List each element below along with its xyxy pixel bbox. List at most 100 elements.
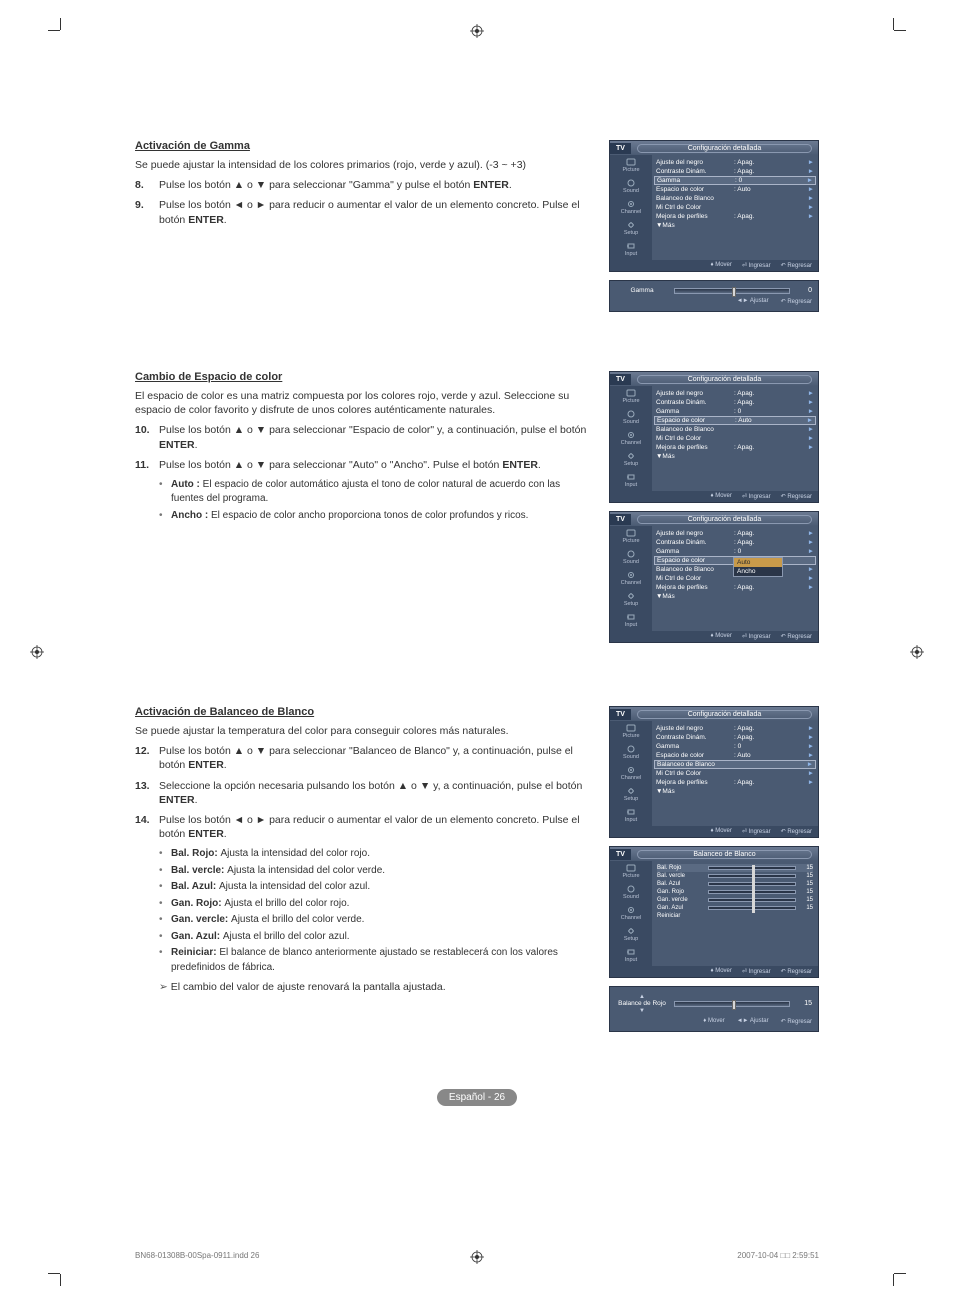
- menu-item[interactable]: Mi Ctrl de Color►: [656, 434, 814, 443]
- footer-enter: ⏎ Ingresar: [742, 262, 771, 269]
- sidebar-item-input[interactable]: Input: [610, 610, 652, 631]
- menu-item[interactable]: Balanceo de Blanco►: [656, 425, 814, 434]
- dropdown-option[interactable]: Ancho: [734, 567, 782, 576]
- menu-item[interactable]: Gamma: 0►: [656, 407, 814, 416]
- tv-label: TV: [610, 374, 631, 385]
- step-item: 11.Pulse los botón ▲ o ▼ para selecciona…: [135, 458, 594, 472]
- menu-item[interactable]: Gamma: 0►: [654, 176, 816, 185]
- menu-item[interactable]: Balanceo de Blanco►: [656, 194, 814, 203]
- sidebar-item-channel[interactable]: Channel: [610, 428, 652, 449]
- wb-thumb[interactable]: [752, 905, 755, 913]
- wb-track[interactable]: [708, 874, 796, 878]
- note-item: •Gan. vercle: Ajusta el brillo del color…: [159, 913, 594, 928]
- sound-icon: [626, 885, 636, 893]
- menu-item[interactable]: Contraste Dinám.: Apag.►: [656, 733, 814, 742]
- sidebar-item-input[interactable]: Input: [610, 470, 652, 491]
- wb-slider-row[interactable]: Bal. Rojo15: [657, 864, 813, 872]
- sound-icon: [626, 550, 636, 558]
- section-intro: Se puede ajustar la intensidad de los co…: [135, 158, 594, 172]
- menu-item[interactable]: Mejora de perfiles: Apag.►: [656, 583, 814, 592]
- menu-item[interactable]: Ajuste del negro: Apag.►: [656, 724, 814, 733]
- sidebar-item-sound[interactable]: Sound: [610, 176, 652, 197]
- wb-thumb[interactable]: [752, 889, 755, 897]
- wb-thumb[interactable]: [752, 865, 755, 873]
- dropdown-option[interactable]: Auto: [734, 558, 782, 567]
- sidebar-item-channel[interactable]: Channel: [610, 903, 652, 924]
- menu-item[interactable]: Gamma: 0►: [656, 742, 814, 751]
- sidebar-item-picture[interactable]: Picture: [610, 155, 652, 176]
- menu-item[interactable]: Ajuste del negro: Apag.►: [656, 529, 814, 538]
- section-colorspace: Cambio de Espacio de color El espacio de…: [135, 371, 819, 651]
- sidebar-item-picture[interactable]: Picture: [610, 526, 652, 547]
- menu-item[interactable]: Mejora de perfiles: Apag.►: [656, 778, 814, 787]
- tv-label: TV: [610, 849, 631, 860]
- menu-item[interactable]: ▼Más: [656, 787, 814, 796]
- wb-slider-row[interactable]: Gan. Rojo15: [657, 888, 813, 896]
- menu-item[interactable]: Mejora de perfiles: Apag.►: [656, 212, 814, 221]
- menu-item[interactable]: ▼Más: [656, 592, 814, 601]
- slider-track[interactable]: [674, 1001, 790, 1007]
- sidebar-item-picture[interactable]: Picture: [610, 386, 652, 407]
- menu-item[interactable]: Mi Ctrl de Color►: [656, 769, 814, 778]
- sidebar-item-setup[interactable]: Setup: [610, 449, 652, 470]
- sidebar-item-setup[interactable]: Setup: [610, 924, 652, 945]
- menu-item[interactable]: Contraste Dinám.: Apag.►: [656, 398, 814, 407]
- menu-item[interactable]: Ajuste del negro: Apag.►: [656, 158, 814, 167]
- wb-reset[interactable]: Reiniciar: [657, 912, 813, 920]
- wb-slider-row[interactable]: Gan. Azul15: [657, 904, 813, 912]
- sidebar-item-input[interactable]: Input: [610, 805, 652, 826]
- colorspace-dropdown[interactable]: AutoAncho: [733, 557, 783, 577]
- tv-label: TV: [610, 143, 631, 154]
- wb-slider-row[interactable]: Gan. vercle15: [657, 896, 813, 904]
- picture-icon: [626, 158, 636, 166]
- section-title: Activación de Gamma: [135, 140, 594, 152]
- sidebar-item-sound[interactable]: Sound: [610, 547, 652, 568]
- slider-thumb[interactable]: [732, 287, 736, 297]
- wb-track[interactable]: [708, 890, 796, 894]
- menu-item[interactable]: ▼Más: [656, 221, 814, 230]
- sidebar-item-input[interactable]: Input: [610, 945, 652, 966]
- menu-item[interactable]: ▼Más: [656, 452, 814, 461]
- slider-label: ▲Balance de Rojo▼: [616, 993, 668, 1014]
- sidebar-item-channel[interactable]: Channel: [610, 568, 652, 589]
- sidebar-item-sound[interactable]: Sound: [610, 882, 652, 903]
- sidebar-item-picture[interactable]: Picture: [610, 861, 652, 882]
- wb-thumb[interactable]: [752, 897, 755, 905]
- wb-track[interactable]: [708, 866, 796, 870]
- menu-item[interactable]: Espacio de color: Auto►: [656, 185, 814, 194]
- tv-menu-colorspace-2: TVConfiguración detallada PictureSoundCh…: [609, 511, 819, 643]
- sidebar-item-setup[interactable]: Setup: [610, 784, 652, 805]
- sidebar-item-sound[interactable]: Sound: [610, 742, 652, 763]
- wb-slider-row[interactable]: Bal. vercle15: [657, 872, 813, 880]
- sidebar-item-sound[interactable]: Sound: [610, 407, 652, 428]
- menu-item[interactable]: Espacio de color: Auto►: [656, 751, 814, 760]
- wb-track[interactable]: [708, 906, 796, 910]
- sidebar-item-setup[interactable]: Setup: [610, 218, 652, 239]
- sidebar-item-channel[interactable]: Channel: [610, 197, 652, 218]
- menu-item[interactable]: Gamma: 0►: [656, 547, 814, 556]
- footer-move: ♦ Mover: [710, 262, 731, 269]
- menu-item[interactable]: Mejora de perfiles: Apag.►: [656, 443, 814, 452]
- section-intro: El espacio de color es una matriz compue…: [135, 389, 594, 417]
- tv-label: TV: [610, 709, 631, 720]
- sidebar-item-channel[interactable]: Channel: [610, 763, 652, 784]
- menu-item[interactable]: Mi Ctrl de Color►: [656, 203, 814, 212]
- footer-timestamp: 2007-10-04 □□ 2:59:51: [737, 1251, 819, 1260]
- slider-track[interactable]: [674, 288, 790, 294]
- wb-thumb[interactable]: [752, 873, 755, 881]
- menu-item[interactable]: Balanceo de Blanco►: [654, 760, 816, 769]
- menu-item[interactable]: Contraste Dinám.: Apag.►: [656, 167, 814, 176]
- sidebar-item-picture[interactable]: Picture: [610, 721, 652, 742]
- menu-item[interactable]: Ajuste del negro: Apag.►: [656, 389, 814, 398]
- wb-slider-row[interactable]: Bal. Azul15: [657, 880, 813, 888]
- input-icon: [626, 948, 636, 956]
- wb-thumb[interactable]: [752, 881, 755, 889]
- slider-thumb[interactable]: [732, 1000, 736, 1010]
- menu-item[interactable]: Contraste Dinám.: Apag.►: [656, 538, 814, 547]
- menu-item[interactable]: Espacio de color: Auto►: [654, 416, 816, 425]
- sidebar-item-input[interactable]: Input: [610, 239, 652, 260]
- wb-track[interactable]: [708, 882, 796, 886]
- sidebar-item-setup[interactable]: Setup: [610, 589, 652, 610]
- menu-item[interactable]: Espacio de color:AutoAncho: [654, 556, 816, 565]
- wb-track[interactable]: [708, 898, 796, 902]
